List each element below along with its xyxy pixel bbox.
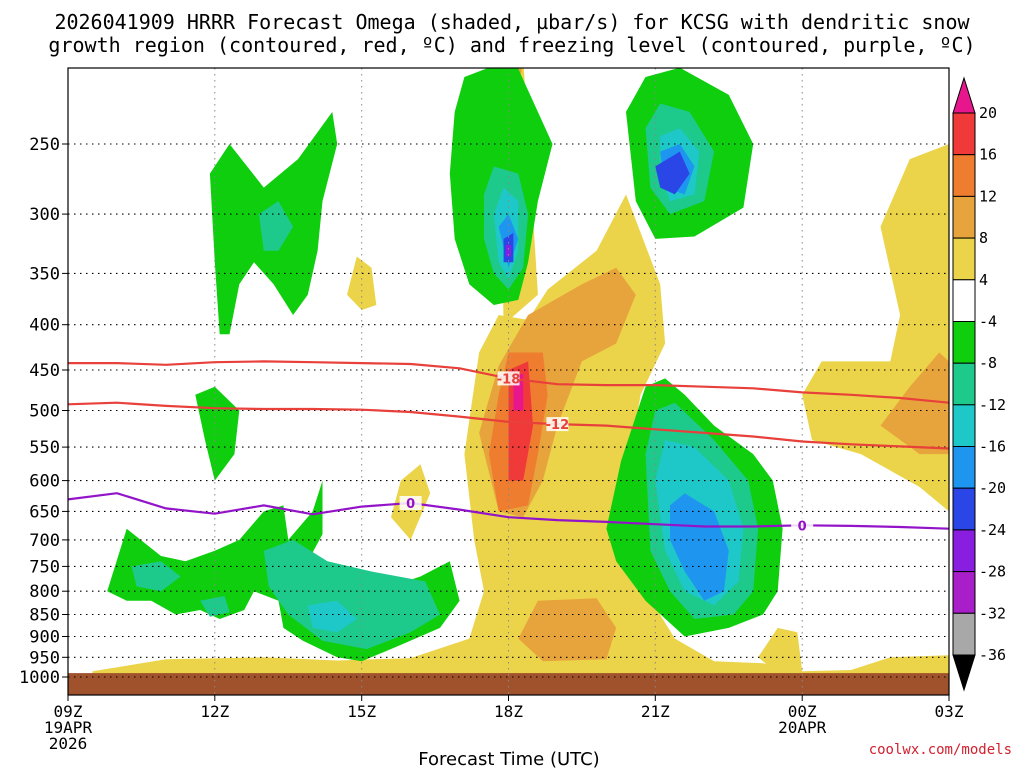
colorbar-label: -20 (979, 479, 1006, 497)
omega-contour-fill (224, 201, 245, 239)
omega-contour-fill (802, 144, 949, 512)
y-tick-label: 400 (29, 316, 60, 336)
x-tick-label: 15Z (347, 702, 376, 721)
y-tick-label: 850 (29, 606, 60, 626)
omega-contour-fill (288, 480, 323, 562)
omega-contour-fill (195, 386, 240, 481)
contour-label: -18 (497, 372, 521, 387)
colorbar-label: 16 (979, 146, 997, 164)
colorbar-label: -12 (979, 396, 1006, 414)
colorbar: 20 16 12 8 4 -4 -8 -12 -16 -20 -24 -28 -32 -36 (952, 76, 1006, 692)
colorbar-label: 12 (979, 187, 997, 205)
omega-contour-fill (758, 627, 803, 674)
colorbar-label: -32 (979, 604, 1006, 622)
x-tick-label: 18Z (494, 702, 523, 721)
colorbar-bin (952, 237, 976, 281)
colorbar-bin (952, 571, 976, 614)
y-tick-label: 600 (29, 472, 60, 492)
x-tick-label: 12Z (200, 702, 229, 721)
surface-band (68, 673, 949, 695)
colorbar-bin (952, 362, 976, 406)
omega-contour-fill (347, 256, 377, 310)
contour-label-bg (497, 371, 520, 386)
colorbar-bin (952, 195, 976, 239)
colorbar-bin (952, 529, 976, 573)
y-axis: 2503003504004505005506006507007508008509… (19, 135, 68, 688)
contour-label: 0 (798, 519, 807, 534)
y-tick-label: 250 (29, 135, 60, 155)
x-tick-label: 19APR (44, 718, 93, 737)
y-tick-label: 750 (29, 557, 60, 577)
omega-contour-fill (655, 151, 690, 195)
y-tick-label: 450 (29, 361, 60, 381)
contour-label-bg (546, 417, 569, 432)
x-tick-label: 09Z (54, 702, 83, 721)
omega-contour-fill (131, 561, 181, 592)
y-tick-label: 650 (29, 502, 60, 522)
contour-label-bg (399, 496, 422, 510)
colorbar-label: -36 (979, 646, 1006, 664)
colorbar-bin (952, 612, 976, 656)
colorbar-label: -4 (979, 313, 997, 331)
temperature-contours: -12 -18 0 0 (68, 360, 949, 534)
x-axis-label: Forecast Time (UTC) (418, 749, 599, 768)
colorbar-bin (952, 76, 976, 114)
y-tick-label: 350 (29, 264, 60, 284)
y-tick-label: 500 (29, 402, 60, 422)
x-tick-label: 20APR (778, 718, 827, 737)
omega-contour-fill (670, 493, 729, 601)
contour-label-bg (791, 518, 814, 533)
omega-contour-fill (263, 539, 440, 650)
dgz-contour-minus12 (68, 401, 949, 450)
x-tick-label: 21Z (641, 702, 670, 721)
colorbar-bin (952, 112, 976, 156)
y-tick-label: 550 (29, 438, 60, 458)
colorbar-label: 20 (979, 104, 997, 122)
colorbar-bin (952, 487, 976, 531)
y-tick-label: 300 (29, 205, 60, 225)
colorbar-label: -16 (979, 438, 1006, 456)
contour-label: 0 (406, 497, 415, 512)
contour-label: -12 (546, 418, 570, 433)
y-tick-label: 700 (29, 531, 60, 551)
colorbar-bin (952, 154, 976, 197)
y-tick-label: 950 (29, 648, 60, 668)
colorbar-bin (952, 446, 976, 489)
x-tick-label: 00Z (788, 702, 817, 721)
y-tick-label: 800 (29, 582, 60, 602)
x-tick-label: 2026 (49, 734, 88, 753)
credit-text: coolwx.com/models (869, 742, 1012, 758)
y-tick-label: 1000 (19, 668, 60, 688)
y-tick-label: 900 (29, 628, 60, 648)
omega-contour-fill (258, 201, 294, 251)
omega-contour-fill (307, 600, 357, 633)
colorbar-bin (952, 404, 976, 447)
colorbar-label: -24 (979, 521, 1006, 539)
chart-title-line1: 2026041909 HRRR Forecast Omega (shaded, … (54, 10, 970, 34)
omega-contour-fill (200, 596, 230, 617)
colorbar-label: -8 (979, 354, 997, 372)
colorbar-bin (952, 321, 976, 364)
chart-title-line2: growth region (contoured, red, ºC) and f… (48, 33, 975, 57)
omega-contour-fill (880, 352, 949, 455)
colorbar-label: 4 (979, 271, 988, 289)
colorbar-label: -28 (979, 563, 1006, 581)
colorbar-label: 8 (979, 229, 988, 247)
colorbar-bin (952, 279, 976, 322)
colorbar-bin (952, 654, 976, 692)
x-tick-label: 03Z (935, 702, 964, 721)
omega-contour-fill (506, 244, 511, 257)
